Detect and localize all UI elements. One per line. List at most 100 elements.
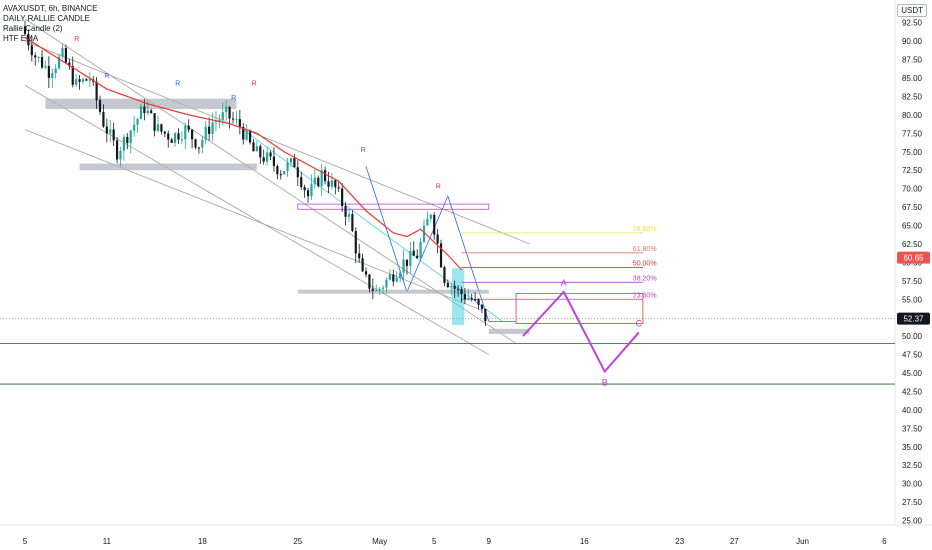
pattern-line bbox=[522, 290, 640, 374]
candle-body bbox=[153, 113, 156, 131]
time-tick-label: 5 bbox=[432, 537, 437, 546]
candle-body bbox=[450, 285, 453, 288]
candle-body bbox=[71, 66, 74, 85]
candle-body bbox=[276, 166, 279, 175]
candle-body bbox=[54, 68, 57, 74]
candle-body bbox=[136, 119, 139, 125]
candle-body bbox=[102, 111, 105, 127]
candle-body bbox=[364, 271, 368, 275]
candle-body bbox=[422, 225, 426, 242]
time-tick-label: 9 bbox=[487, 537, 492, 546]
zone-rect bbox=[488, 328, 530, 334]
rallie-marker: R bbox=[361, 147, 366, 154]
candle-body bbox=[34, 55, 37, 58]
htf-ema-line bbox=[24, 36, 462, 271]
candle-body bbox=[146, 110, 149, 114]
candle-body bbox=[75, 79, 78, 85]
candle-body bbox=[412, 250, 415, 256]
last-price-tag-bg bbox=[897, 312, 930, 325]
candle-body bbox=[218, 119, 221, 122]
candle-body bbox=[221, 112, 224, 120]
candle-body bbox=[392, 274, 395, 282]
time-axis[interactable]: 5 11 18 25 May 5 9 16 23 27 Jun 6 bbox=[23, 537, 887, 546]
rallie-marker: R bbox=[436, 184, 441, 191]
indicator-rallie-candle[interactable]: Rallie Candle (2) bbox=[3, 24, 63, 33]
candle-body bbox=[238, 119, 241, 127]
symbol-title[interactable]: AVAXUSDT, 6h, BINANCE bbox=[3, 4, 98, 13]
price-tick-label: 75.00 bbox=[902, 148, 923, 157]
indicator-daily-rallie-candle[interactable]: DAILY RALLIE CANDLE bbox=[3, 14, 90, 23]
candle-body bbox=[245, 130, 248, 140]
candle-body bbox=[293, 158, 296, 168]
currency-badge[interactable]: USDT bbox=[897, 4, 927, 17]
candle-body bbox=[467, 298, 470, 300]
candle-body bbox=[68, 62, 71, 67]
pattern-label-a: A bbox=[561, 278, 567, 288]
candle-body bbox=[248, 130, 252, 143]
pattern-label-b: B bbox=[602, 378, 608, 388]
candle-body bbox=[443, 267, 446, 283]
candle-body bbox=[78, 79, 81, 82]
rallie-marker: R bbox=[104, 73, 109, 80]
candle-body bbox=[30, 45, 33, 56]
candle-body bbox=[252, 142, 255, 152]
candle-body bbox=[187, 125, 190, 130]
candle-body bbox=[286, 162, 289, 172]
candle-body bbox=[279, 174, 282, 176]
candle-body bbox=[160, 124, 163, 132]
candle-body bbox=[64, 47, 68, 63]
candle-body bbox=[167, 133, 170, 140]
candle-body bbox=[456, 288, 460, 290]
candle-body bbox=[381, 287, 385, 289]
pattern-label-c: C bbox=[636, 318, 643, 328]
candle-body bbox=[44, 65, 47, 68]
fib-label: 38.20% bbox=[633, 275, 657, 282]
price-tick-label: 82.50 bbox=[902, 92, 923, 101]
candle-body bbox=[112, 129, 115, 141]
last-price-tag: 52.37 bbox=[903, 315, 924, 324]
price-tick-label: 57.50 bbox=[902, 277, 923, 286]
price-tick-label: 72.50 bbox=[902, 166, 923, 175]
price-tick-label: 85.00 bbox=[902, 74, 923, 83]
candle-body bbox=[395, 277, 398, 282]
candle-body bbox=[399, 272, 402, 278]
time-tick-label: 16 bbox=[580, 537, 589, 546]
price-tick-label: 90.00 bbox=[902, 37, 923, 46]
time-tick-label: 18 bbox=[198, 537, 207, 546]
time-tick-label: 27 bbox=[730, 537, 739, 546]
candle-body bbox=[402, 259, 405, 273]
candle-body bbox=[197, 147, 201, 149]
candle-body bbox=[201, 139, 204, 148]
zone-rect-outline bbox=[297, 203, 490, 210]
candle-body bbox=[405, 259, 409, 266]
candle-body bbox=[354, 231, 357, 254]
candle-body bbox=[272, 156, 276, 167]
candle-body bbox=[320, 170, 323, 187]
price-tick-label: 47.50 bbox=[902, 351, 923, 360]
candle-body bbox=[368, 274, 371, 289]
candle-body bbox=[235, 119, 238, 121]
candle-body bbox=[463, 294, 467, 300]
candle-body bbox=[296, 167, 299, 178]
price-tick-label: 45.00 bbox=[902, 369, 923, 378]
candle-body bbox=[303, 187, 306, 191]
candle-body bbox=[330, 180, 334, 187]
candle-body bbox=[259, 146, 262, 158]
candle-body bbox=[177, 133, 180, 140]
candle-body bbox=[351, 214, 354, 232]
price-tick-label: 87.50 bbox=[902, 56, 923, 65]
indicator-htf-ema[interactable]: HTF EMA bbox=[3, 34, 39, 43]
candle-body bbox=[58, 56, 61, 69]
candle-body bbox=[156, 124, 160, 131]
time-tick-label: May bbox=[372, 537, 387, 546]
candle-body bbox=[23, 26, 27, 34]
candle-body bbox=[334, 180, 337, 188]
price-axis[interactable]: 92.50 90.00 87.50 85.00 82.50 80.00 77.50 75.00… bbox=[897, 19, 930, 526]
ema-line bbox=[24, 36, 462, 271]
rallie-markers: R R R R R R R bbox=[74, 36, 441, 191]
price-tick-label: 67.50 bbox=[902, 203, 923, 212]
candle-body bbox=[388, 274, 391, 280]
